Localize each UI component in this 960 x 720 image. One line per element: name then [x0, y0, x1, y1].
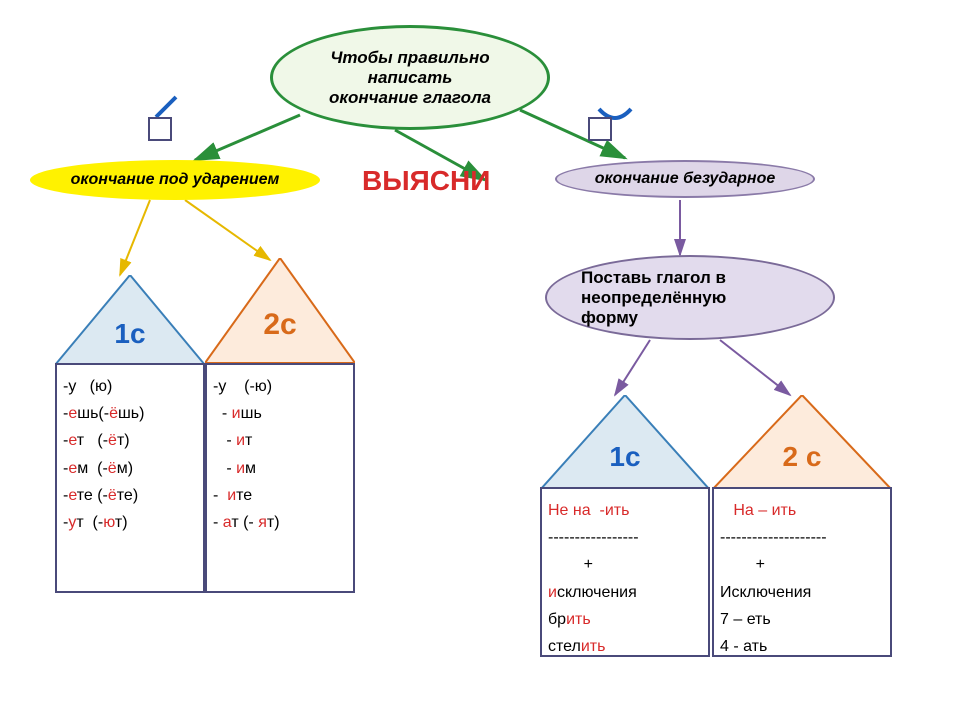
house-right1-body: Не на -ить----------------- +исключенияб…: [540, 487, 710, 657]
square-left: [148, 117, 172, 141]
top-ellipse-text: Чтобы правильнонаписатьокончание глагола: [329, 48, 491, 108]
square-right: [588, 117, 612, 141]
right-sub-ellipse: Поставь глагол внеопределённуюформу: [545, 255, 835, 340]
left-ellipse-text: окончание под ударением: [71, 171, 280, 189]
house-right2-label: 2 с: [712, 441, 892, 473]
house-right2-body: На – ить-------------------- +Исключения…: [712, 487, 892, 657]
right-sub-ellipse-text: Поставь глагол внеопределённуюформу: [547, 268, 833, 328]
top-ellipse: Чтобы правильнонаписатьокончание глагола: [270, 25, 550, 130]
right-ellipse: окончание безударное: [555, 160, 815, 198]
house-left1-body: -у (ю)-ешь(-ёшь)-ет (-ёт)-ем (-ём)-ете (…: [55, 363, 205, 593]
house-left2-label: 2с: [205, 308, 355, 342]
house-left1-label: 1с: [55, 318, 205, 350]
left-ellipse: окончание под ударением: [30, 160, 320, 200]
house-left2-body: -у (-ю) - ишь - ит - им- ите- ат (- ят): [205, 363, 355, 593]
house-right1-label: 1с: [540, 441, 710, 473]
center-keyword: ВЫЯСНИ: [362, 165, 490, 197]
center-keyword-text: ВЫЯСНИ: [362, 165, 490, 196]
right-ellipse-text: окончание безударное: [595, 170, 775, 188]
